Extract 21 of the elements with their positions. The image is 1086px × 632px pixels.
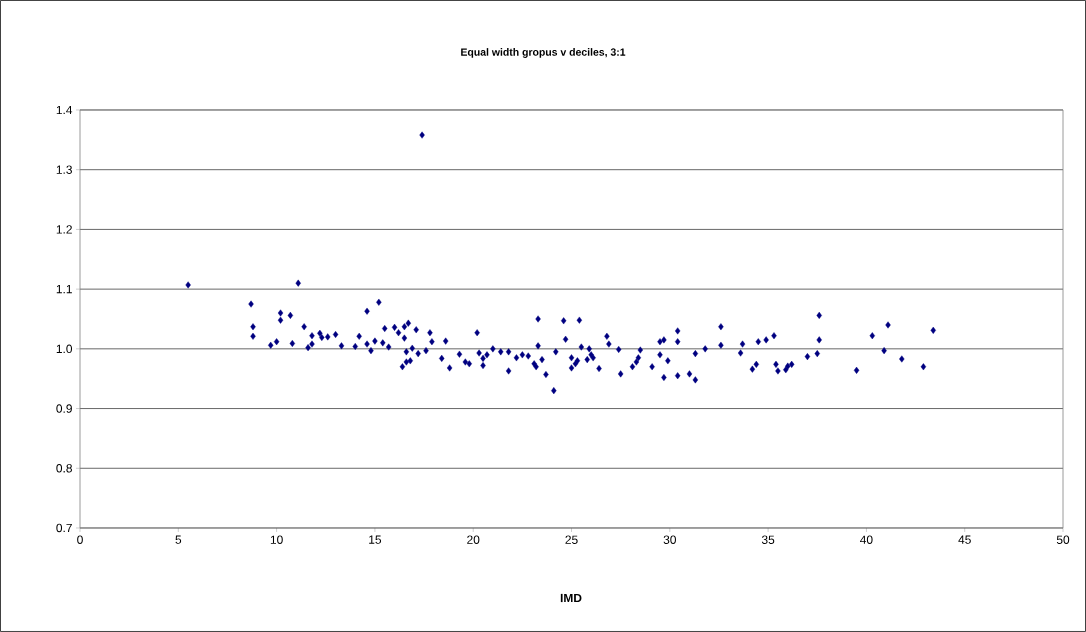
- y-tick-label: 1.1: [56, 285, 72, 294]
- x-tick-label: 25: [565, 535, 578, 544]
- x-tick-label: 15: [369, 535, 382, 544]
- y-tick-label: 1.3: [56, 165, 72, 174]
- x-tick-label: 0: [77, 535, 83, 544]
- y-tick-label: 0.9: [56, 404, 72, 413]
- y-tick-label: 1.4: [56, 105, 73, 115]
- x-tick-label: 5: [175, 535, 182, 544]
- x-tick-label: 40: [860, 535, 873, 544]
- x-tick-label: 10: [270, 535, 283, 544]
- x-tick-label: 30: [663, 535, 676, 544]
- x-tick-label: 35: [761, 535, 775, 544]
- y-tick-label: 1.2: [56, 225, 72, 234]
- y-tick-label: 0.7: [56, 523, 72, 533]
- y-tick-label: 1.0: [56, 344, 73, 354]
- x-tick-label: 20: [467, 535, 480, 544]
- x-tick-label: 45: [958, 535, 971, 544]
- x-tick-label: 50: [1056, 535, 1070, 544]
- chart-title: Equal width gropus v deciles, 3:1: [461, 48, 626, 58]
- y-tick-label: 0.8: [56, 464, 72, 473]
- x-axis-title: IMD: [560, 593, 582, 603]
